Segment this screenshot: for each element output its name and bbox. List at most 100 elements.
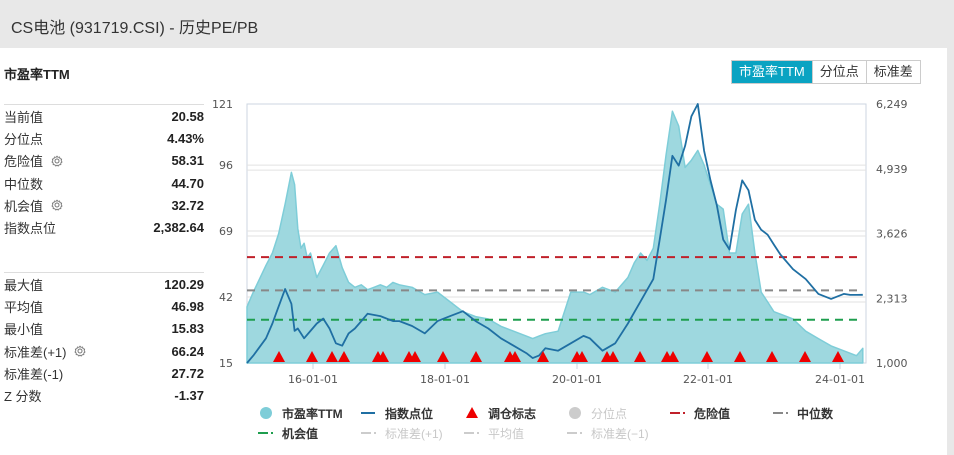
legend-item[interactable]: 危险值 [670, 405, 773, 422]
gear-icon[interactable] [51, 199, 63, 211]
stat-label-text: 最小值 [4, 322, 44, 338]
rebalance-marker-icon[interactable] [634, 351, 646, 362]
gear-icon[interactable] [51, 155, 63, 167]
rebalance-marker-icon[interactable] [734, 351, 746, 362]
x-tick-label: 16-01-01 [288, 373, 338, 386]
dash-line-icon [361, 427, 377, 439]
stat-label-text: 机会值 [4, 198, 44, 214]
section-title: 市盈率TTM [4, 67, 70, 82]
legend-label: 危险值 [694, 406, 731, 421]
legend-label: 标准差(+1) [385, 426, 443, 441]
chart-legend: 市盈率TTM 指数点位 调仓标志 分位点 危险值 中位数 机会值 标准差(+1) 平均值 标准差… [258, 403, 878, 443]
y-right-tick: 3,626 [876, 228, 908, 241]
legend-item[interactable]: 指数点位 [361, 405, 464, 422]
gear-icon[interactable] [74, 345, 87, 357]
legend-label: 调仓标志 [488, 406, 537, 421]
circle-icon [258, 407, 274, 419]
y-right-tick: 6,249 [876, 98, 908, 111]
stat-row: 指数点位 2,382.64 [4, 216, 204, 238]
rebalance-marker-icon[interactable] [377, 351, 389, 362]
stat-value: 2,382.64 [153, 220, 204, 236]
legend-item[interactable]: 机会值 [258, 425, 361, 442]
window-titlebar: CS电池 (931719.CSI) - 历史PE/PB [0, 0, 954, 48]
y-left-tick: 96 [219, 159, 233, 172]
rebalance-marker-icon[interactable] [667, 351, 679, 362]
rebalance-marker-icon[interactable] [437, 351, 449, 362]
legend-label: 机会值 [282, 426, 319, 441]
stat-label: 当前值 [4, 107, 43, 126]
stat-row: 平均值 46.98 [4, 295, 204, 317]
legend-item[interactable]: 标准差(−1) [567, 425, 670, 442]
rebalance-marker-icon[interactable] [326, 351, 338, 362]
stat-row: 当前值 20.58 [4, 105, 204, 127]
legend-item[interactable]: 中位数 [773, 405, 876, 422]
legend-label: 平均值 [488, 426, 525, 441]
stat-label-text: 危险值 [4, 154, 44, 170]
rebalance-marker-icon[interactable] [273, 351, 285, 362]
rebalance-marker-icon[interactable] [338, 351, 350, 362]
stat-label: 最小值 [4, 319, 43, 338]
stat-label-text: 中位数 [4, 176, 44, 192]
tab-pe-ttm[interactable]: 市盈率TTM [732, 61, 812, 83]
stat-label-text: 当前值 [4, 109, 44, 125]
circle-icon [567, 407, 583, 419]
y-left-tick: 69 [219, 225, 233, 238]
stat-label: 标准差(-1) [4, 364, 63, 383]
tab-percentile[interactable]: 分位点 [811, 61, 866, 83]
legend-item[interactable]: 标准差(+1) [361, 425, 464, 442]
legend-label: 标准差(−1) [591, 426, 649, 441]
rebalance-marker-icon[interactable] [607, 351, 619, 362]
stat-row: 标准差(-1) 27.72 [4, 362, 204, 384]
stat-label: 危险值 [4, 151, 63, 170]
stat-value: 58.31 [171, 153, 204, 169]
stat-value: 66.24 [171, 343, 204, 359]
stat-label: 中位数 [4, 174, 43, 193]
rebalance-marker-icon[interactable] [509, 351, 521, 362]
stat-row: 中位数 44.70 [4, 172, 204, 194]
dash-line-icon [258, 427, 274, 439]
rebalance-marker-icon[interactable] [409, 351, 421, 362]
stat-label-text: 标准差(-1) [4, 366, 64, 382]
stat-label-text: Z 分数 [4, 389, 42, 405]
stat-value: 32.72 [171, 197, 204, 213]
legend-label: 分位点 [591, 406, 628, 421]
stat-label-text: 指数点位 [4, 221, 57, 237]
y-left-tick: 121 [212, 98, 233, 111]
vertical-scrollbar[interactable] [947, 48, 954, 455]
rebalance-marker-icon[interactable] [537, 351, 549, 362]
stat-value: 46.98 [171, 298, 204, 314]
stat-value: 120.29 [164, 276, 204, 292]
stat-row: 分位点 4.43% [4, 127, 204, 149]
rebalance-marker-icon[interactable] [306, 351, 318, 362]
rebalance-marker-icon[interactable] [470, 351, 482, 362]
stat-value: 27.72 [171, 365, 204, 381]
stat-label: Z 分数 [4, 386, 42, 405]
stat-value: 15.83 [171, 321, 204, 337]
stat-value: 44.70 [171, 175, 204, 191]
legend-item[interactable]: 市盈率TTM [258, 405, 361, 422]
dash-line-icon [567, 427, 583, 439]
legend-item[interactable]: 调仓标志 [464, 405, 567, 422]
stat-row: Z 分数 -1.37 [4, 384, 204, 406]
line-icon [361, 407, 377, 419]
legend-item[interactable]: 平均值 [464, 425, 567, 442]
dash-line-icon [464, 427, 480, 439]
rebalance-marker-icon[interactable] [701, 351, 713, 362]
pe-history-chart[interactable]: 15 42 69 96 121 1,000 2,313 3,626 4,939 6,249 16-0… [200, 48, 940, 398]
window-title: CS电池 (931719.CSI) - 历史PE/PB [11, 20, 259, 37]
tab-std-dev[interactable]: 标准差 [865, 61, 920, 83]
rebalance-marker-icon[interactable] [766, 351, 778, 362]
legend-item[interactable]: 分位点 [567, 405, 670, 422]
rebalance-marker-icon[interactable] [576, 351, 588, 362]
legend-label: 中位数 [797, 406, 834, 421]
rebalance-marker-icon[interactable] [799, 351, 811, 362]
stat-row: 最大值 120.29 [4, 273, 204, 295]
rebalance-marker-icon[interactable] [832, 351, 844, 362]
stat-label-text: 平均值 [4, 299, 44, 315]
x-tick-label: 20-01-01 [552, 373, 602, 386]
metric-tabs: 市盈率TTM 分位点 标准差 [731, 60, 921, 84]
stat-label: 指数点位 [4, 218, 56, 237]
legend-label: 市盈率TTM [282, 406, 343, 421]
y-right-tick: 2,313 [876, 292, 908, 305]
stat-label: 平均值 [4, 297, 43, 316]
